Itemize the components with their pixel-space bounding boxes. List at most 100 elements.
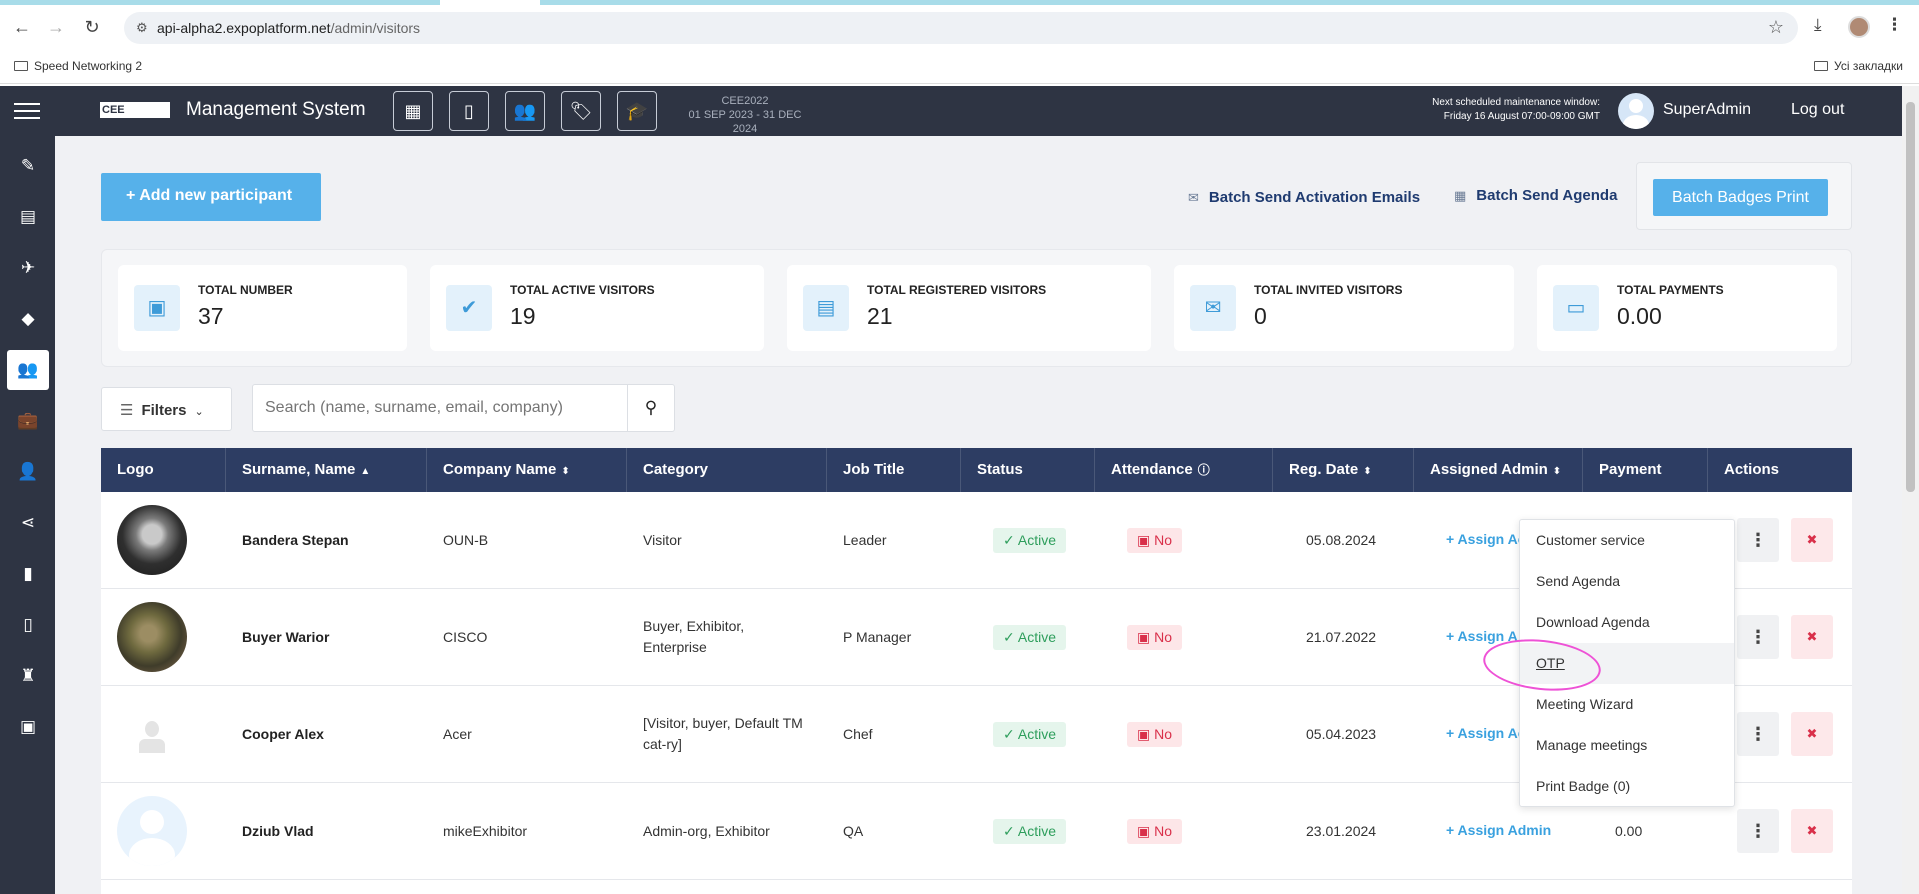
delete-button[interactable]: ✖ bbox=[1791, 712, 1833, 756]
chart-icon[interactable]: ▮ bbox=[23, 564, 33, 583]
attendance-badge: ▣ No bbox=[1127, 819, 1183, 844]
menu-item-send-agenda[interactable]: Send Agenda bbox=[1536, 573, 1621, 589]
col-reg-date[interactable]: Reg. Date ⬍ bbox=[1273, 448, 1414, 492]
search-input[interactable] bbox=[253, 385, 627, 431]
batch-send-agenda-button[interactable]: ▦ Batch Send Agenda bbox=[1454, 187, 1618, 204]
tag-icon[interactable]: 🏷 bbox=[561, 91, 601, 131]
search-button[interactable]: ⚲ bbox=[627, 384, 675, 432]
attendance-badge: ▣ No bbox=[1127, 528, 1183, 553]
mobile-icon[interactable]: ▯ bbox=[23, 615, 33, 634]
col-name[interactable]: Surname, Name ▲ bbox=[226, 448, 427, 492]
col-status: Status bbox=[961, 448, 1095, 492]
more-actions-button[interactable]: ⋮ bbox=[1737, 809, 1779, 853]
site-info-icon[interactable]: ⚙ bbox=[136, 20, 148, 35]
user-avatar[interactable] bbox=[1618, 93, 1654, 129]
participant-name[interactable]: Cooper Alex bbox=[242, 726, 324, 742]
sort-icon: ⬍ bbox=[1363, 466, 1372, 477]
file-icon[interactable]: ▣ bbox=[19, 717, 37, 736]
people-icon[interactable]: 👤 bbox=[17, 462, 39, 481]
menu-item-print-badge[interactable]: Print Badge (0) bbox=[1536, 778, 1631, 794]
col-actions: Actions bbox=[1724, 461, 1780, 478]
calendar-icon[interactable]: ▦ bbox=[393, 91, 433, 131]
logout-button[interactable]: Log out bbox=[1791, 101, 1845, 118]
sort-icon: ⬍ bbox=[1552, 466, 1562, 477]
stat-invited-visitors: ✉ TOTAL INVITED VISITORS 0 bbox=[1174, 265, 1514, 351]
more-actions-button[interactable]: ⋮ bbox=[1737, 712, 1779, 756]
tab-strip bbox=[0, 0, 1919, 5]
participant-photo-placeholder bbox=[117, 699, 187, 769]
mail-icon: ✉ bbox=[1190, 285, 1236, 331]
user-name[interactable]: SuperAdmin bbox=[1663, 101, 1752, 118]
address-bar[interactable]: ⚙ api-alpha2.expoplatform.net/admin/visi… bbox=[124, 12, 1798, 44]
add-participant-button[interactable]: + Add new participant bbox=[101, 173, 321, 221]
assign-admin-link[interactable]: + Assign Admin bbox=[1446, 822, 1552, 838]
delete-button[interactable]: ✖ bbox=[1791, 615, 1833, 659]
sliders-icon: ☰ bbox=[120, 402, 134, 419]
participant-name[interactable]: Buyer Warior bbox=[242, 629, 330, 645]
menu-item-meeting-wizard[interactable]: Meeting Wizard bbox=[1536, 696, 1634, 712]
batch-activation-emails-button[interactable]: ✉ Batch Send Activation Emails bbox=[1188, 189, 1421, 206]
stat-label: TOTAL REGISTERED VISITORS bbox=[867, 283, 1047, 297]
batch-badges-print-button[interactable]: Batch Badges Print bbox=[1653, 179, 1828, 216]
diamond-icon[interactable]: ◆ bbox=[21, 309, 35, 328]
lamp-icon[interactable]: ♜ bbox=[20, 666, 36, 685]
assign-admin-link[interactable]: + Assign Ac bbox=[1446, 725, 1526, 741]
stat-total-number: ▣ TOTAL NUMBER 37 bbox=[118, 265, 407, 351]
stat-label: TOTAL INVITED VISITORS bbox=[1254, 283, 1403, 297]
status-badge: ✓ Active bbox=[993, 819, 1066, 844]
assign-admin-link[interactable]: + Assign A bbox=[1446, 628, 1518, 644]
share-icon[interactable]: ⋖ bbox=[20, 513, 36, 532]
participant-name[interactable]: Bandera Stepan bbox=[242, 532, 349, 548]
check-icon: ✓ bbox=[1003, 823, 1018, 839]
bookmark-speed-networking[interactable]: Speed Networking 2 bbox=[14, 59, 142, 73]
delete-button[interactable]: ✖ bbox=[1791, 518, 1833, 562]
page-scrollbar[interactable] bbox=[1902, 86, 1919, 894]
pencil-icon[interactable]: ✎ bbox=[20, 156, 36, 175]
menu-item-manage-meetings[interactable]: Manage meetings bbox=[1536, 737, 1648, 753]
scrollbar-thumb[interactable] bbox=[1906, 102, 1915, 492]
reload-icon[interactable]: ↻ bbox=[84, 17, 100, 37]
profile-avatar[interactable] bbox=[1848, 16, 1870, 38]
graduation-cap-icon[interactable]: 🎓 bbox=[617, 91, 657, 131]
menu-kebab-icon[interactable]: ⋮ bbox=[1886, 15, 1903, 34]
participant-name[interactable]: Dziub Vlad bbox=[242, 823, 314, 839]
list-icon[interactable]: ▤ bbox=[19, 207, 37, 226]
event-info[interactable]: CEE2022 01 SEP 2023 - 31 DEC 2024 bbox=[688, 95, 802, 135]
category: Admin-org, Exhibitor bbox=[643, 823, 770, 839]
users-icon[interactable]: 👥 bbox=[505, 91, 545, 131]
mobile-icon[interactable]: ▯ bbox=[449, 91, 489, 131]
stat-value: 0 bbox=[1254, 303, 1267, 329]
plane-icon[interactable]: ✈ bbox=[20, 258, 36, 277]
delete-button[interactable]: ✖ bbox=[1791, 809, 1833, 853]
menu-item-download-agenda[interactable]: Download Agenda bbox=[1536, 614, 1650, 630]
info-icon[interactable]: ⓘ bbox=[1197, 463, 1210, 477]
bookmark-all[interactable]: Усі закладки bbox=[1814, 59, 1903, 73]
stat-label: TOTAL ACTIVE VISITORS bbox=[510, 283, 655, 297]
forward-icon[interactable]: → bbox=[47, 17, 65, 37]
visitors-icon[interactable]: 👥 bbox=[7, 350, 49, 390]
col-assigned-admin[interactable]: Assigned Admin ⬍ bbox=[1414, 448, 1583, 492]
hamburger-menu-icon[interactable] bbox=[14, 103, 40, 119]
more-actions-button[interactable]: ⋮ bbox=[1737, 518, 1779, 562]
actions-dropdown: Customer service Send Agenda Download Ag… bbox=[1519, 519, 1735, 807]
bookmark-star-icon[interactable]: ☆ bbox=[1767, 17, 1784, 37]
download-icon[interactable]: ⤓ bbox=[1814, 15, 1822, 34]
job-title: QA bbox=[843, 823, 864, 839]
category: [Visitor, buyer, Default TM cat-ry] bbox=[643, 715, 803, 752]
status-badge: ✓ Active bbox=[993, 722, 1066, 747]
company-name: Acer bbox=[443, 726, 472, 742]
assign-admin-link[interactable]: + Assign Ac bbox=[1446, 531, 1526, 547]
search-box[interactable] bbox=[252, 384, 628, 432]
filters-button[interactable]: ☰ Filters ⌄ bbox=[101, 387, 232, 431]
menu-item-otp[interactable]: OTP bbox=[1520, 643, 1734, 684]
col-attendance: Attendance ⓘ bbox=[1095, 448, 1273, 492]
back-icon[interactable]: ← bbox=[13, 17, 31, 37]
category: Buyer, Exhibitor, Enterprise bbox=[643, 618, 745, 655]
more-actions-button[interactable]: ⋮ bbox=[1737, 615, 1779, 659]
participant-photo-placeholder bbox=[117, 796, 187, 866]
job-title: Chef bbox=[843, 726, 873, 742]
briefcase-icon[interactable]: 💼 bbox=[17, 411, 39, 430]
menu-item-customer-service[interactable]: Customer service bbox=[1536, 532, 1645, 548]
col-company[interactable]: Company Name ⬍ bbox=[427, 448, 627, 492]
participant-photo bbox=[117, 602, 187, 672]
